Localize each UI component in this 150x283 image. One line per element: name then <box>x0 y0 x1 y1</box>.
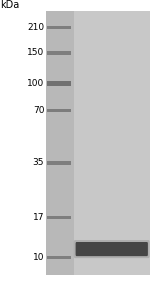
Bar <box>46 161 71 165</box>
Text: 10: 10 <box>33 253 44 262</box>
Bar <box>46 81 71 86</box>
Text: 35: 35 <box>33 158 44 168</box>
Bar <box>46 11 74 275</box>
Bar <box>46 11 150 275</box>
FancyBboxPatch shape <box>74 240 150 258</box>
Bar <box>46 216 71 219</box>
Bar <box>46 51 71 55</box>
Text: 150: 150 <box>27 48 44 57</box>
Text: 210: 210 <box>27 23 44 32</box>
Text: 17: 17 <box>33 213 44 222</box>
Bar <box>46 109 71 112</box>
Bar <box>46 256 71 259</box>
Text: kDa: kDa <box>0 0 19 10</box>
Text: 100: 100 <box>27 79 44 88</box>
Bar <box>74 11 150 275</box>
Bar <box>46 26 71 29</box>
Text: 70: 70 <box>33 106 44 115</box>
FancyBboxPatch shape <box>76 242 148 256</box>
